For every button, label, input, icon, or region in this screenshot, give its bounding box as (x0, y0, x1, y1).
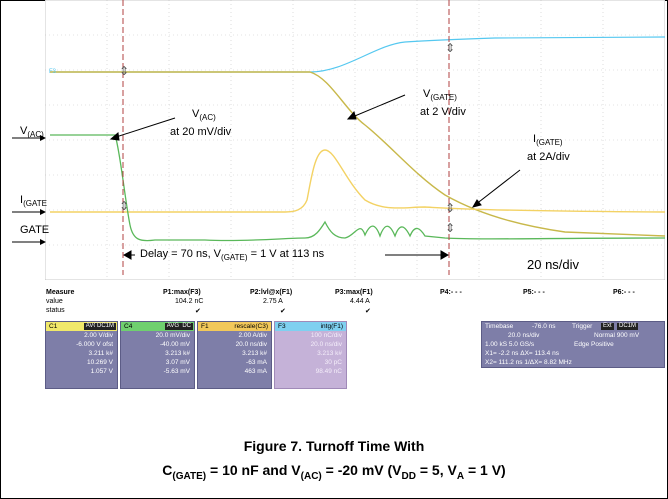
channel-line: 20.0 mV/div (155, 332, 190, 339)
measure-value-row: value 104.2 nC 2.75 A 4.44 A (45, 298, 665, 307)
value-label: value (46, 298, 63, 305)
measure-p1[interactable]: P1:max(F3) (163, 289, 201, 296)
coupling-badge: DC1M (94, 323, 116, 330)
igate-left-label: I(GATE (20, 194, 47, 209)
channel-f3-box[interactable]: F3 intg(F1) 100 nC/div 20.0 ns/div 3.213 … (274, 321, 347, 389)
channel-f1-box[interactable]: F1 rescale(C3) 2.00 A/div 20.0 ns/div 3.2… (197, 321, 272, 389)
check-icon: ✔ (365, 308, 371, 315)
channel-name: C1 (49, 323, 58, 330)
delay-annotation: Delay = 70 ns, V(GATE) = 1 V at 113 ns (140, 248, 325, 263)
cursor-marker-icon: ⇕ (445, 41, 455, 55)
p1-value: 104.2 nC (175, 298, 204, 305)
channel-line: -40.00 mV (160, 341, 190, 348)
channel-line: 3.213 k# (165, 350, 190, 357)
trigger-mode: Normal 900 mV (594, 332, 640, 339)
cursor-marker-icon: ⇕ (119, 64, 129, 78)
vgate-callout: V(GATE) (423, 88, 457, 103)
measure-header: Measure P1:max(F3) P2:lvl@x(F1) P3:max(F… (45, 289, 665, 298)
igate-arrow-icon (12, 209, 46, 215)
callout-arrows (109, 94, 521, 260)
trigger-type: Edge Positive (574, 341, 614, 348)
channel-line: 1.057 V (90, 368, 113, 375)
trigger-badge: DC1M (617, 323, 639, 330)
trace-f3 (50, 36, 665, 73)
channel-line: -63 mA (246, 359, 267, 366)
channel-line: 2.00 V/div (84, 332, 113, 339)
measure-panel: Measure P1:max(F3) P2:lvl@x(F1) P3:max(F… (45, 289, 665, 389)
function-label: rescale(C3) (234, 323, 268, 330)
avg-badge: AVG (164, 323, 181, 330)
trigger-label: Trigger (572, 323, 593, 330)
cursor-marker-icon: ⇕ (119, 199, 129, 213)
channel-line: 100 nC/div (310, 332, 342, 339)
igate-callout-scale: at 2A/div (527, 151, 570, 163)
channel-line: 20.0 ns/div (235, 341, 267, 348)
timebase-value: -76.0 ns (532, 323, 556, 330)
channel-line: 3.07 mV (165, 359, 190, 366)
scope-traces: ⇕ ⇕ ⇕ ⇕ ⇕ (45, 0, 665, 280)
trace-igate (50, 149, 665, 213)
channel-line: 20.0 ns/div (310, 341, 342, 348)
cursor-x2-readout: X2= 111.2 ns 1/ΔX= 8.82 MHz (485, 359, 572, 366)
channel-line: 98.49 nC (315, 368, 342, 375)
gate-left-label: GATE (20, 224, 50, 236)
figure-caption-line2: C(GATE) = 10 nF and V(AC) = -20 mV (VDD … (162, 462, 506, 482)
trigger-badge: Ext (601, 323, 614, 330)
channel-line: 3.213 k# (317, 350, 342, 357)
vgate-callout-scale: at 2 V/div (420, 106, 466, 118)
scope-grid (45, 0, 665, 280)
cursor-x1-readout: X1= -2.2 ns ΔX= 113.4 ns (485, 350, 559, 357)
channel-line: 463 mA (244, 368, 267, 375)
channel-line: 3.211 k# (88, 350, 113, 357)
measure-status-row: status ✔ ✔ ✔ (45, 307, 665, 316)
measure-p6[interactable]: P6:- - - (613, 289, 635, 296)
channel-line: 3.213 k# (242, 350, 267, 357)
p3-value: 4.44 A (350, 298, 370, 305)
p2-value: 2.75 A (263, 298, 283, 305)
vac-left-label: V(AC) (20, 125, 44, 140)
trace-vgate (50, 71, 665, 237)
channel-name: F1 (201, 323, 209, 330)
scope-screen: ⇕ ⇕ ⇕ ⇕ ⇕ (45, 0, 665, 280)
measure-p5[interactable]: P5:- - - (523, 289, 545, 296)
gate-arrow-icon (12, 239, 46, 245)
timebase-div: 20.0 ns/div (508, 332, 540, 339)
measure-p3[interactable]: P3:max(F1) (335, 289, 373, 296)
sample-rate: 1.00 kS 5.0 GS/s (485, 341, 535, 348)
vac-callout-scale: at 20 mV/div (170, 126, 232, 138)
avg-badge: AVG (83, 323, 100, 330)
channel-c4-box[interactable]: C4 AVG DC 20.0 mV/div -40.00 mV 3.213 k# 3… (120, 321, 195, 389)
check-icon: ✔ (195, 308, 201, 315)
channel-line: 30 pC (324, 359, 342, 366)
figure-caption-line1: Figure 7. Turnoff Time With (243, 438, 425, 454)
channel-line: 10.269 V (86, 359, 113, 366)
channel-name: F3 (278, 323, 286, 330)
measure-p2[interactable]: P2:lvl@x(F1) (250, 289, 293, 296)
f3-tag: F3 (49, 69, 57, 75)
timebase-label: Timebase (485, 323, 514, 330)
trace-vac (50, 134, 665, 242)
function-label: intg(F1) (320, 323, 343, 330)
timebase-note: 20 ns/div (527, 257, 580, 272)
channel-line: -5.63 mV (163, 368, 190, 375)
igate-callout: I(GATE) (533, 133, 563, 148)
cursor-marker-icon: ⇕ (445, 201, 455, 215)
vac-arrow-icon (12, 135, 46, 141)
channel-line: -6.000 V ofst (76, 341, 113, 348)
coupling-badge: DC (180, 323, 193, 330)
status-label: status (46, 307, 65, 314)
cursor-marker-icon: ⇕ (445, 221, 455, 235)
channel-line: 2.00 A/div (238, 332, 267, 339)
measure-p4[interactable]: P4:- - - (440, 289, 462, 296)
vac-callout: V(AC) (192, 108, 216, 123)
channel-c1-box[interactable]: C1 AVG DC1M 2.00 V/div -6.000 V ofst 3.211… (45, 321, 118, 389)
check-icon: ✔ (280, 308, 286, 315)
measure-title: Measure (46, 289, 75, 296)
channel-name: C4 (124, 323, 133, 330)
timebase-box[interactable]: Timebase -76.0 ns Trigger Ext DC1M 20.0 … (481, 321, 665, 368)
